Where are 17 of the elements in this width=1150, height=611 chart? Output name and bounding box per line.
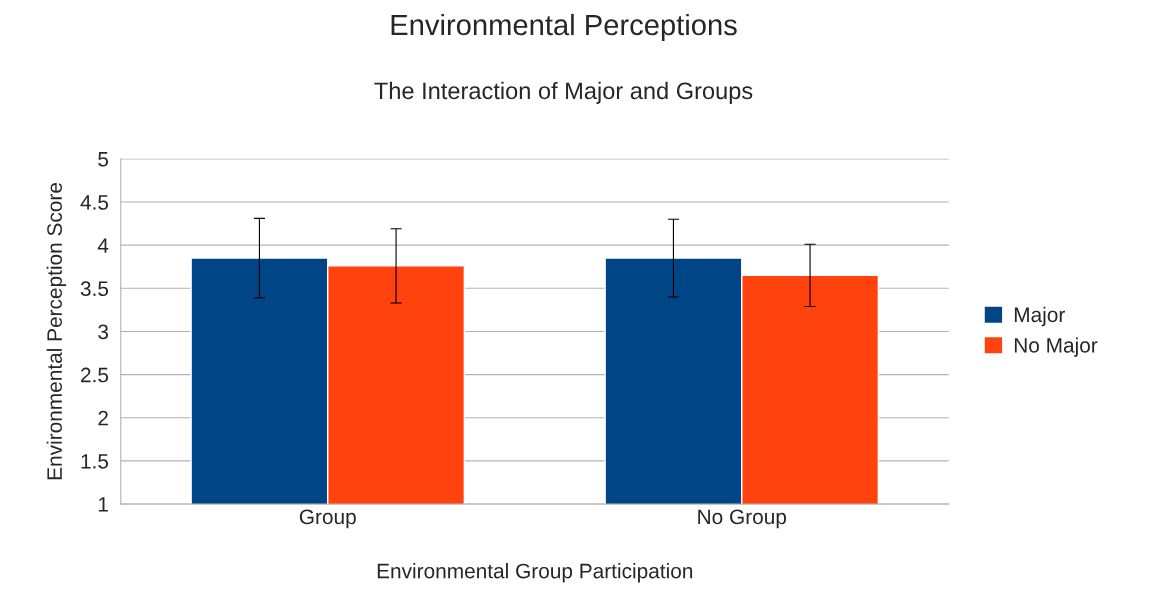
y-tick-label: 5 — [98, 152, 109, 167]
chart-title: Environmental Perceptions — [391, 13, 737, 42]
legend-label: No Major — [1014, 337, 1098, 357]
y-tick-label: 4.5 — [80, 195, 109, 210]
x-tick-label: Group — [299, 509, 356, 529]
y-tick-label: 1.5 — [81, 454, 109, 469]
y-tick-label: 4 — [97, 238, 109, 253]
y-tick-label: 1 — [98, 497, 108, 512]
chart-subtitle: The Interaction of Major and Groups — [374, 81, 753, 104]
y-tick-label: 2 — [98, 410, 108, 426]
x-tick-label: No Group — [698, 509, 787, 529]
y-tick-label: 3 — [98, 324, 109, 340]
legend-label: Major — [1014, 306, 1065, 327]
y-tick-label: 2.5 — [81, 367, 109, 383]
y-axis-title: Environmental Perception Score — [46, 183, 67, 480]
x-axis-title: Environmental Group Participation — [377, 563, 693, 583]
y-tick-label: 3.5 — [80, 281, 109, 297]
